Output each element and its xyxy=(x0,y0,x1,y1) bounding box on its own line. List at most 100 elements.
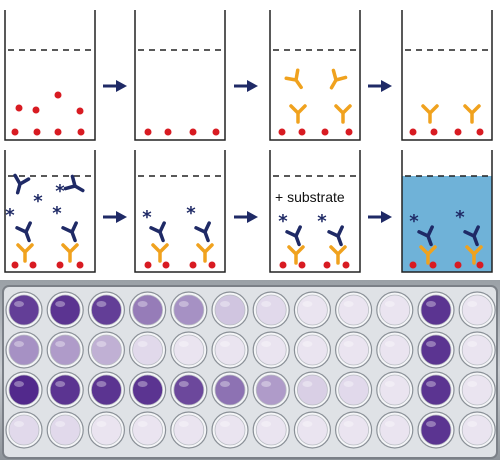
step-8-well xyxy=(401,150,493,273)
well-highlight xyxy=(343,301,354,307)
well-highlight xyxy=(178,301,189,307)
plate-well xyxy=(338,374,370,406)
well-highlight xyxy=(220,421,230,427)
step-1-well xyxy=(4,10,96,141)
plate-well xyxy=(214,294,246,326)
well-highlight xyxy=(302,381,313,387)
plate-well xyxy=(91,374,122,406)
plate-well xyxy=(214,414,246,446)
plate-well xyxy=(379,414,411,446)
well-highlight xyxy=(137,381,148,387)
plate-well xyxy=(91,334,122,366)
plate-well xyxy=(49,334,81,366)
well-highlight xyxy=(96,381,107,387)
arrow-2 xyxy=(234,80,258,92)
step-7-well: + substrate xyxy=(269,150,361,273)
antigen-dots xyxy=(11,91,85,136)
well-highlight xyxy=(343,381,354,387)
plate-well xyxy=(379,294,411,326)
plate-well xyxy=(8,294,40,326)
plate-well xyxy=(132,334,164,366)
well-highlight xyxy=(384,381,395,387)
arrow-3 xyxy=(368,80,392,92)
well-highlight xyxy=(178,341,189,347)
plate-well xyxy=(132,414,164,446)
plate-well xyxy=(461,294,493,326)
plate-well xyxy=(296,374,328,406)
well-highlight xyxy=(178,381,189,387)
plate-well xyxy=(255,334,287,366)
plate-wells xyxy=(5,291,496,449)
well-highlight xyxy=(220,341,230,347)
plate-well xyxy=(49,374,81,406)
plate-well xyxy=(91,414,122,446)
plate-well xyxy=(296,334,328,366)
well-highlight xyxy=(96,341,107,347)
well-highlight xyxy=(14,421,24,427)
well-highlight xyxy=(467,301,478,307)
substrate-label: + substrate xyxy=(275,189,345,205)
plate-well xyxy=(214,334,246,366)
plate-well xyxy=(8,334,40,366)
elisa-steps-diagram: * xyxy=(4,10,493,273)
well-highlight xyxy=(343,421,354,427)
plate-well xyxy=(49,414,81,446)
arrow-4 xyxy=(103,211,127,223)
well-highlight xyxy=(467,381,478,387)
well-highlight xyxy=(261,381,272,387)
plate-well xyxy=(132,294,164,326)
well-highlight xyxy=(426,381,436,387)
well-highlight xyxy=(55,341,66,347)
well-highlight xyxy=(55,381,66,387)
plate-frame xyxy=(2,285,498,459)
plate-well xyxy=(214,374,246,406)
well-highlight xyxy=(302,301,313,307)
plate-well xyxy=(8,414,40,446)
plate-well xyxy=(420,374,452,406)
well-highlight xyxy=(467,421,478,427)
plate-well xyxy=(461,414,493,446)
plate-well xyxy=(132,374,164,406)
well-highlight xyxy=(426,341,436,347)
well-highlight xyxy=(55,421,66,427)
well-highlight xyxy=(384,421,395,427)
arrow-5 xyxy=(234,211,258,223)
well-highlight xyxy=(14,301,24,307)
well-highlight xyxy=(137,301,148,307)
step-4-well xyxy=(401,10,493,141)
arrow-1 xyxy=(103,80,127,92)
plate-well xyxy=(379,374,411,406)
plate-well xyxy=(173,294,205,326)
well-highlight xyxy=(426,301,436,307)
well-highlight xyxy=(261,421,272,427)
plate-well xyxy=(49,294,81,326)
plate-well xyxy=(420,414,452,446)
well-highlight xyxy=(14,341,24,347)
well-highlight xyxy=(96,421,107,427)
well-highlight xyxy=(261,301,272,307)
well-highlight xyxy=(137,421,148,427)
plate-well xyxy=(420,294,452,326)
well-highlight xyxy=(55,301,66,307)
plate-well xyxy=(91,294,122,326)
well-highlight xyxy=(426,421,436,427)
plate-well xyxy=(338,294,370,326)
step-3-well xyxy=(269,10,361,141)
plate-well xyxy=(296,294,328,326)
step-2-well xyxy=(134,10,226,141)
step-6-well xyxy=(134,150,226,273)
plate-well xyxy=(296,414,328,446)
well-highlight xyxy=(384,301,395,307)
well-highlight xyxy=(343,341,354,347)
plate-well xyxy=(338,414,370,446)
well-highlight xyxy=(384,341,395,347)
well-highlight xyxy=(178,421,189,427)
well-highlight xyxy=(467,341,478,347)
plate-well xyxy=(338,334,370,366)
plate-well xyxy=(461,374,493,406)
well-highlight xyxy=(220,301,230,307)
well-highlight xyxy=(14,381,24,387)
plate-well xyxy=(173,374,205,406)
plate-well xyxy=(173,334,205,366)
well-highlight xyxy=(261,341,272,347)
